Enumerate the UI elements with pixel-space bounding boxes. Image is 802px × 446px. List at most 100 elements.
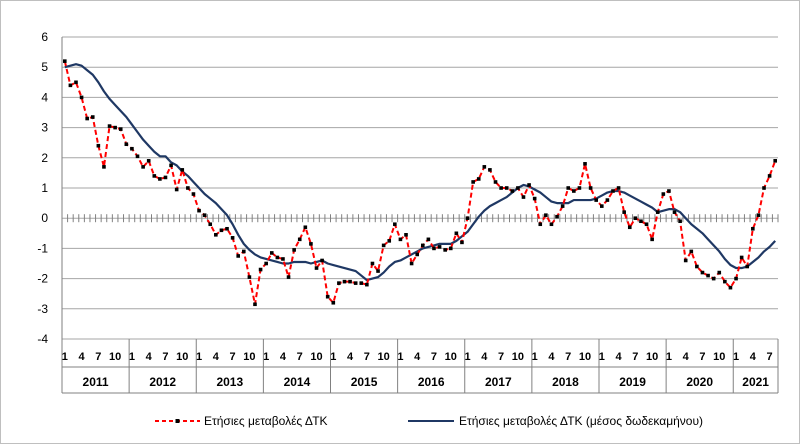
- data-point-cpi-annual: [269, 251, 274, 255]
- data-point-cpi-annual: [118, 127, 123, 131]
- x-tick-label: 10: [646, 351, 658, 363]
- data-point-cpi-annual: [751, 226, 755, 231]
- data-point-cpi-annual: [297, 237, 302, 242]
- data-point-cpi-annual: [381, 243, 386, 248]
- x-tick-label: 1: [666, 351, 672, 363]
- data-point-cpi-annual: [577, 186, 582, 190]
- data-point-cpi-annual: [622, 210, 626, 214]
- data-point-cpi-annual: [387, 239, 392, 243]
- data-point-cpi-annual: [130, 146, 134, 151]
- year-label: 2021: [742, 375, 769, 389]
- data-point-cpi-annual: [488, 168, 492, 172]
- x-tick-label: 4: [616, 351, 623, 363]
- data-point-cpi-annual: [342, 279, 347, 284]
- data-point-cpi-annual: [639, 219, 643, 224]
- data-point-cpi-annual: [202, 213, 207, 217]
- data-point-cpi-annual: [683, 258, 688, 263]
- data-point-cpi-annual: [706, 273, 710, 278]
- data-point-cpi-annual: [264, 261, 268, 266]
- x-tick-label: 10: [378, 351, 390, 363]
- x-axis: 1 4 7 10 1 4 7 10 1 4 7 10 1 4 7 10 1 4 7 10 1 4 7 10 1 4 7 10 1 4 7 10…: [61, 339, 779, 394]
- legend-label-cpi: Ετήσιες μεταβολές ΔΤΚ: [204, 414, 328, 428]
- data-point-cpi-annual: [549, 222, 554, 227]
- x-tick-label: 4: [683, 351, 690, 363]
- year-label: 2018: [552, 375, 579, 389]
- data-point-cpi-annual: [320, 258, 324, 263]
- x-tick-label: 1: [62, 351, 68, 363]
- data-point-cpi-annual: [146, 159, 151, 163]
- data-point-cpi-annual: [158, 177, 162, 181]
- data-point-cpi-annual: [135, 154, 140, 159]
- legend-label-cpi-avg: Ετήσιες μεταβολές ΔΤΚ (μέσος δωδεκαμήνου…: [459, 414, 703, 428]
- data-point-cpi-annual: [432, 246, 436, 251]
- data-point-cpi-annual: [454, 231, 459, 236]
- x-tick-label: 1: [129, 351, 135, 363]
- x-tick-label: 7: [230, 351, 236, 363]
- data-point-cpi-annual: [113, 125, 117, 130]
- data-point-cpi-annual: [169, 163, 173, 168]
- data-point-cpi-annual: [756, 213, 761, 217]
- gridlines: [61, 36, 779, 340]
- data-point-cpi-annual: [627, 225, 632, 230]
- data-point-cpi-annual: [476, 177, 481, 181]
- data-point-cpi-annual: [236, 254, 241, 258]
- x-tick-label: 4: [750, 351, 757, 363]
- data-point-cpi-annual: [325, 294, 330, 299]
- data-point-cpi-annual: [655, 210, 660, 214]
- data-point-cpi-annual: [275, 255, 280, 260]
- data-point-cpi-annual: [163, 175, 168, 180]
- data-point-cpi-annual: [695, 264, 699, 269]
- data-point-cpi-annual: [124, 142, 129, 147]
- data-point-cpi-annual: [230, 236, 235, 240]
- y-tick-label: 4: [41, 90, 48, 104]
- data-point-cpi-annual: [739, 255, 744, 260]
- data-point-cpi-annual: [90, 115, 95, 119]
- data-point-cpi-annual: [728, 285, 733, 290]
- year-label: 2014: [284, 375, 311, 389]
- x-tick-label: 10: [579, 351, 591, 363]
- data-point-cpi-annual: [331, 300, 336, 305]
- data-point-cpi-annual: [353, 281, 358, 285]
- x-tick-label: 10: [512, 351, 524, 363]
- data-point-cpi-annual: [370, 261, 375, 266]
- data-point-cpi-annual: [174, 187, 179, 192]
- data-point-cpi-annual: [281, 257, 285, 261]
- data-point-cpi-annual: [734, 276, 738, 281]
- x-tick-label: 1: [599, 351, 605, 363]
- x-tick-label: 10: [243, 351, 255, 363]
- legend-marker-cpi: [175, 419, 180, 423]
- y-tick-label: 3: [41, 121, 48, 135]
- data-point-cpi-annual: [611, 189, 615, 193]
- x-tick-label: 1: [733, 351, 739, 363]
- x-tick-label: 4: [481, 351, 488, 363]
- data-point-cpi-annual: [678, 219, 682, 224]
- data-point-cpi-annual: [465, 216, 470, 220]
- data-point-cpi-annual: [214, 233, 218, 237]
- data-point-cpi-annual: [398, 237, 403, 242]
- x-tick-label: 1: [464, 351, 470, 363]
- y-tick-label: -3: [37, 302, 48, 316]
- x-tick-label: 1: [263, 351, 269, 363]
- x-tick-label: 4: [414, 351, 421, 363]
- data-point-cpi-annual: [650, 237, 654, 242]
- data-point-cpi-annual: [74, 80, 78, 85]
- data-point-cpi-annual: [253, 302, 257, 307]
- data-point-cpi-annual: [68, 83, 73, 88]
- data-point-cpi-annual: [79, 95, 84, 100]
- year-label: 2017: [485, 375, 512, 389]
- series-line-cpi-12m-average: [64, 63, 777, 282]
- data-point-cpi-annual: [309, 242, 313, 246]
- year-label: 2013: [216, 375, 243, 389]
- series-line-cpi-annual: [63, 60, 777, 306]
- data-point-cpi-annual: [409, 261, 414, 266]
- x-tick-label: 10: [310, 351, 322, 363]
- data-point-cpi-annual: [365, 282, 369, 287]
- y-tick-label: 0: [41, 211, 48, 225]
- data-point-cpi-annual: [711, 276, 716, 281]
- data-point-cpi-annual: [521, 195, 526, 199]
- y-tick-label: -2: [37, 272, 48, 286]
- y-tick-label: 5: [41, 60, 48, 74]
- x-tick-label: 10: [713, 351, 725, 363]
- data-point-cpi-annual: [745, 264, 750, 269]
